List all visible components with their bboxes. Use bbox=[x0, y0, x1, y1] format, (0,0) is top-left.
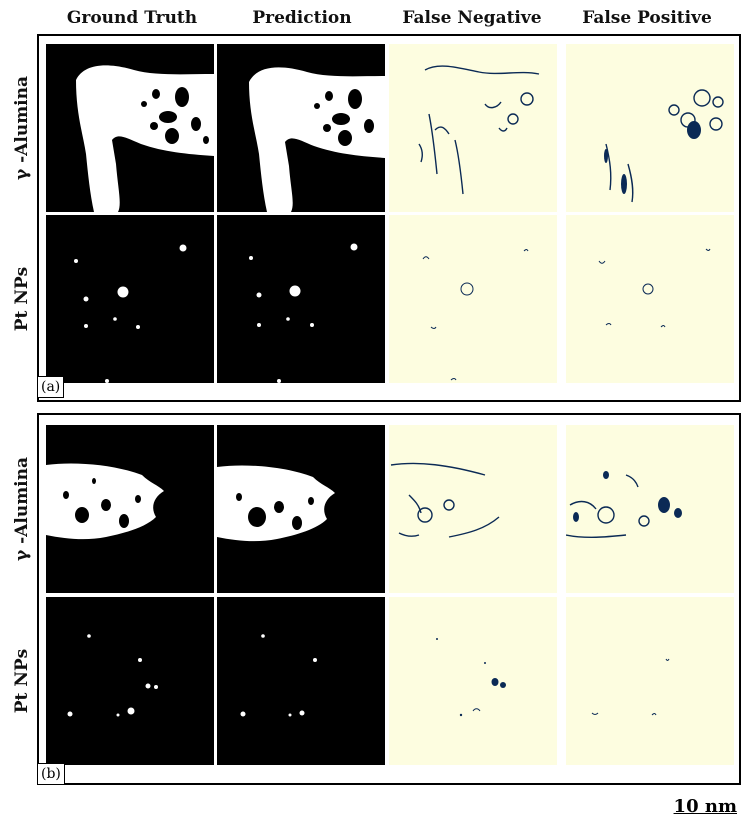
row-label-pt-a: Pt NPs bbox=[12, 266, 33, 332]
row-label-pt-b: Pt NPs bbox=[12, 648, 33, 714]
image-a-pt-prediction bbox=[217, 215, 385, 383]
panel-a-label: (a) bbox=[37, 376, 65, 398]
scale-bar-label: 10 nm bbox=[673, 796, 737, 817]
image-a-pt-ground-truth bbox=[46, 215, 214, 383]
image-b-pt-false-positive bbox=[566, 597, 734, 765]
image-a-alumina-false-positive bbox=[566, 44, 734, 212]
image-b-pt-ground-truth bbox=[46, 597, 214, 765]
row-label-alumina-a: γ -Alumina bbox=[12, 75, 32, 181]
image-a-pt-false-negative bbox=[389, 215, 557, 383]
image-b-alumina-prediction bbox=[217, 425, 385, 593]
row-label-alumina-b: γ -Alumina bbox=[12, 456, 32, 562]
image-b-alumina-false-negative bbox=[389, 425, 557, 593]
column-header-false-positive: False Positive bbox=[582, 8, 712, 28]
image-a-alumina-prediction bbox=[217, 44, 385, 212]
image-b-alumina-ground-truth bbox=[46, 425, 214, 593]
image-b-pt-false-negative bbox=[389, 597, 557, 765]
column-header-ground-truth: Ground Truth bbox=[66, 8, 198, 28]
scale-bar: 10 nm bbox=[674, 796, 737, 817]
image-a-alumina-false-negative bbox=[389, 44, 557, 212]
panel-b-label: (b) bbox=[37, 763, 65, 785]
image-b-pt-prediction bbox=[217, 597, 385, 765]
image-b-alumina-false-positive bbox=[566, 425, 734, 593]
column-header-prediction: Prediction bbox=[252, 8, 352, 28]
image-a-pt-false-positive bbox=[566, 215, 734, 383]
image-a-alumina-ground-truth bbox=[46, 44, 214, 212]
column-header-false-negative: False Negative bbox=[402, 8, 542, 28]
